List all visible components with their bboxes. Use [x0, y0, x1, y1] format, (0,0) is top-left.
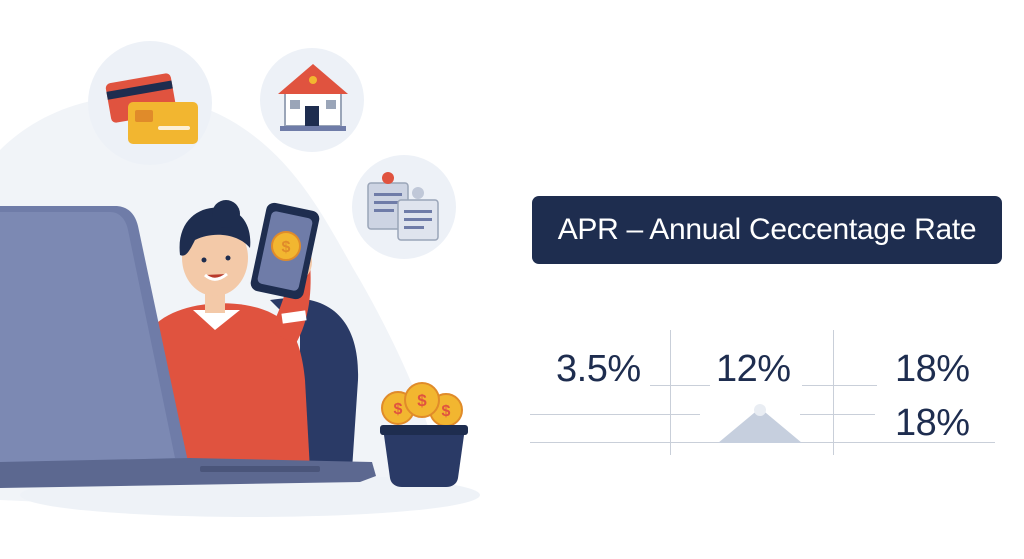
coin-stack-icon: $ $ $ [380, 382, 468, 487]
person [150, 200, 312, 470]
phone: $ [250, 202, 320, 300]
rate-value-high-repeat: 18% [895, 402, 970, 444]
credit-cards-icon [88, 41, 212, 165]
page-title: APR – Annual Ceccentage Rate [557, 213, 977, 246]
peak-marker [718, 404, 802, 443]
divider-vertical-2 [833, 330, 834, 455]
laptop [0, 206, 376, 488]
svg-text:$: $ [282, 239, 291, 256]
title-banner: APR – Annual Ceccentage Rate [532, 196, 1002, 264]
svg-text:$: $ [442, 403, 451, 420]
divider-horizontal-middle-right [800, 414, 875, 415]
svg-text:$: $ [394, 401, 403, 418]
person-with-laptop-illustration: $ $ $ $ [0, 41, 480, 517]
dollar-coin-icon: $ [271, 231, 301, 261]
rate-value-mid: 12% [716, 348, 791, 390]
svg-text:$: $ [417, 391, 427, 410]
divider-horizontal-top-right [802, 385, 877, 386]
documents-icon [352, 155, 456, 259]
divider-horizontal-middle [530, 414, 700, 415]
rates-panel: 3.5% 12% 18% 18% [530, 330, 1000, 460]
chair [270, 298, 359, 470]
divider-vertical-1 [670, 330, 671, 455]
rate-value-high: 18% [895, 348, 970, 390]
divider-horizontal-top-left [650, 385, 710, 386]
rate-value-low: 3.5% [556, 348, 641, 390]
house-icon [260, 48, 364, 152]
